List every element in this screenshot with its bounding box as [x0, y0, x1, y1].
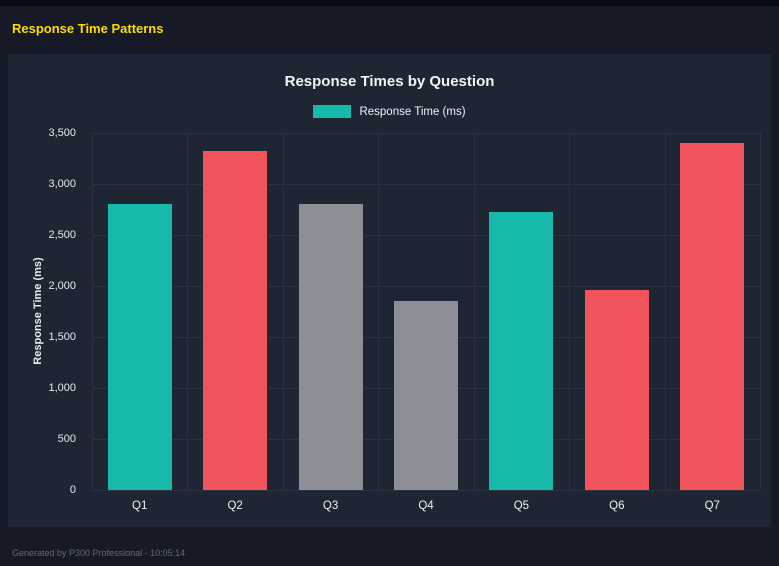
- chart-title: Response Times by Question: [284, 73, 495, 90]
- bar-q5: [489, 211, 554, 490]
- bar-q7: [680, 143, 745, 490]
- y-tick-label: 3,000: [48, 178, 76, 190]
- x-tick-label: Q1: [132, 500, 148, 512]
- y-tick-label: 500: [57, 433, 76, 445]
- gridline-vertical: [665, 133, 666, 490]
- chart-legend[interactable]: Response Time (ms): [8, 105, 771, 118]
- y-tick-label: 1,000: [48, 382, 76, 394]
- gridline-horizontal: [92, 286, 760, 287]
- x-tick-label: Q5: [513, 500, 530, 512]
- bar-q1: [107, 204, 172, 490]
- y-tick-label: 2,500: [48, 229, 76, 241]
- y-tick-label: 0: [69, 484, 76, 496]
- x-tick-label: Q4: [418, 500, 434, 512]
- gridline-vertical: [187, 133, 188, 490]
- window-top-strip: [0, 0, 779, 6]
- gridline-vertical: [474, 133, 475, 490]
- footer-note: Generated by P300 Professional - 10:05:1…: [12, 548, 186, 558]
- gridline-vertical: [378, 133, 379, 490]
- gridline-horizontal: [92, 184, 760, 185]
- x-tick-label: Q3: [322, 500, 339, 512]
- legend-swatch: [313, 105, 352, 118]
- y-axis-ticks: 0 500 1,000 1,500 2,000 2,500 3,000 3,500: [8, 127, 84, 496]
- page-title: Response Time Patterns: [12, 21, 164, 36]
- legend-label: Response Time (ms): [359, 105, 466, 118]
- gridline-horizontal: [92, 235, 760, 236]
- gridline-horizontal: [92, 133, 760, 134]
- gridline-vertical: [760, 133, 761, 490]
- bar-q4: [394, 301, 458, 490]
- x-tick-label: Q7: [704, 500, 720, 512]
- bar-q6: [584, 290, 649, 490]
- gridline-horizontal: [92, 490, 760, 491]
- chart-panel: Response Times by Question Response Time…: [8, 54, 771, 527]
- x-tick-label: Q6: [609, 500, 625, 512]
- gridline-vertical: [92, 133, 93, 490]
- y-tick-label: 2,000: [48, 280, 76, 292]
- bar-q2: [203, 151, 268, 490]
- gridline-vertical: [283, 133, 284, 490]
- gridline-vertical: [569, 133, 570, 490]
- plot-area: [92, 133, 761, 491]
- y-tick-label: 3,500: [48, 127, 76, 139]
- y-tick-label: 1,500: [48, 331, 76, 343]
- x-tick-label: Q2: [227, 500, 243, 512]
- x-axis-labels: Q1 Q2 Q3 Q4 Q5 Q6 Q7: [92, 500, 760, 518]
- bar-q3: [298, 204, 363, 490]
